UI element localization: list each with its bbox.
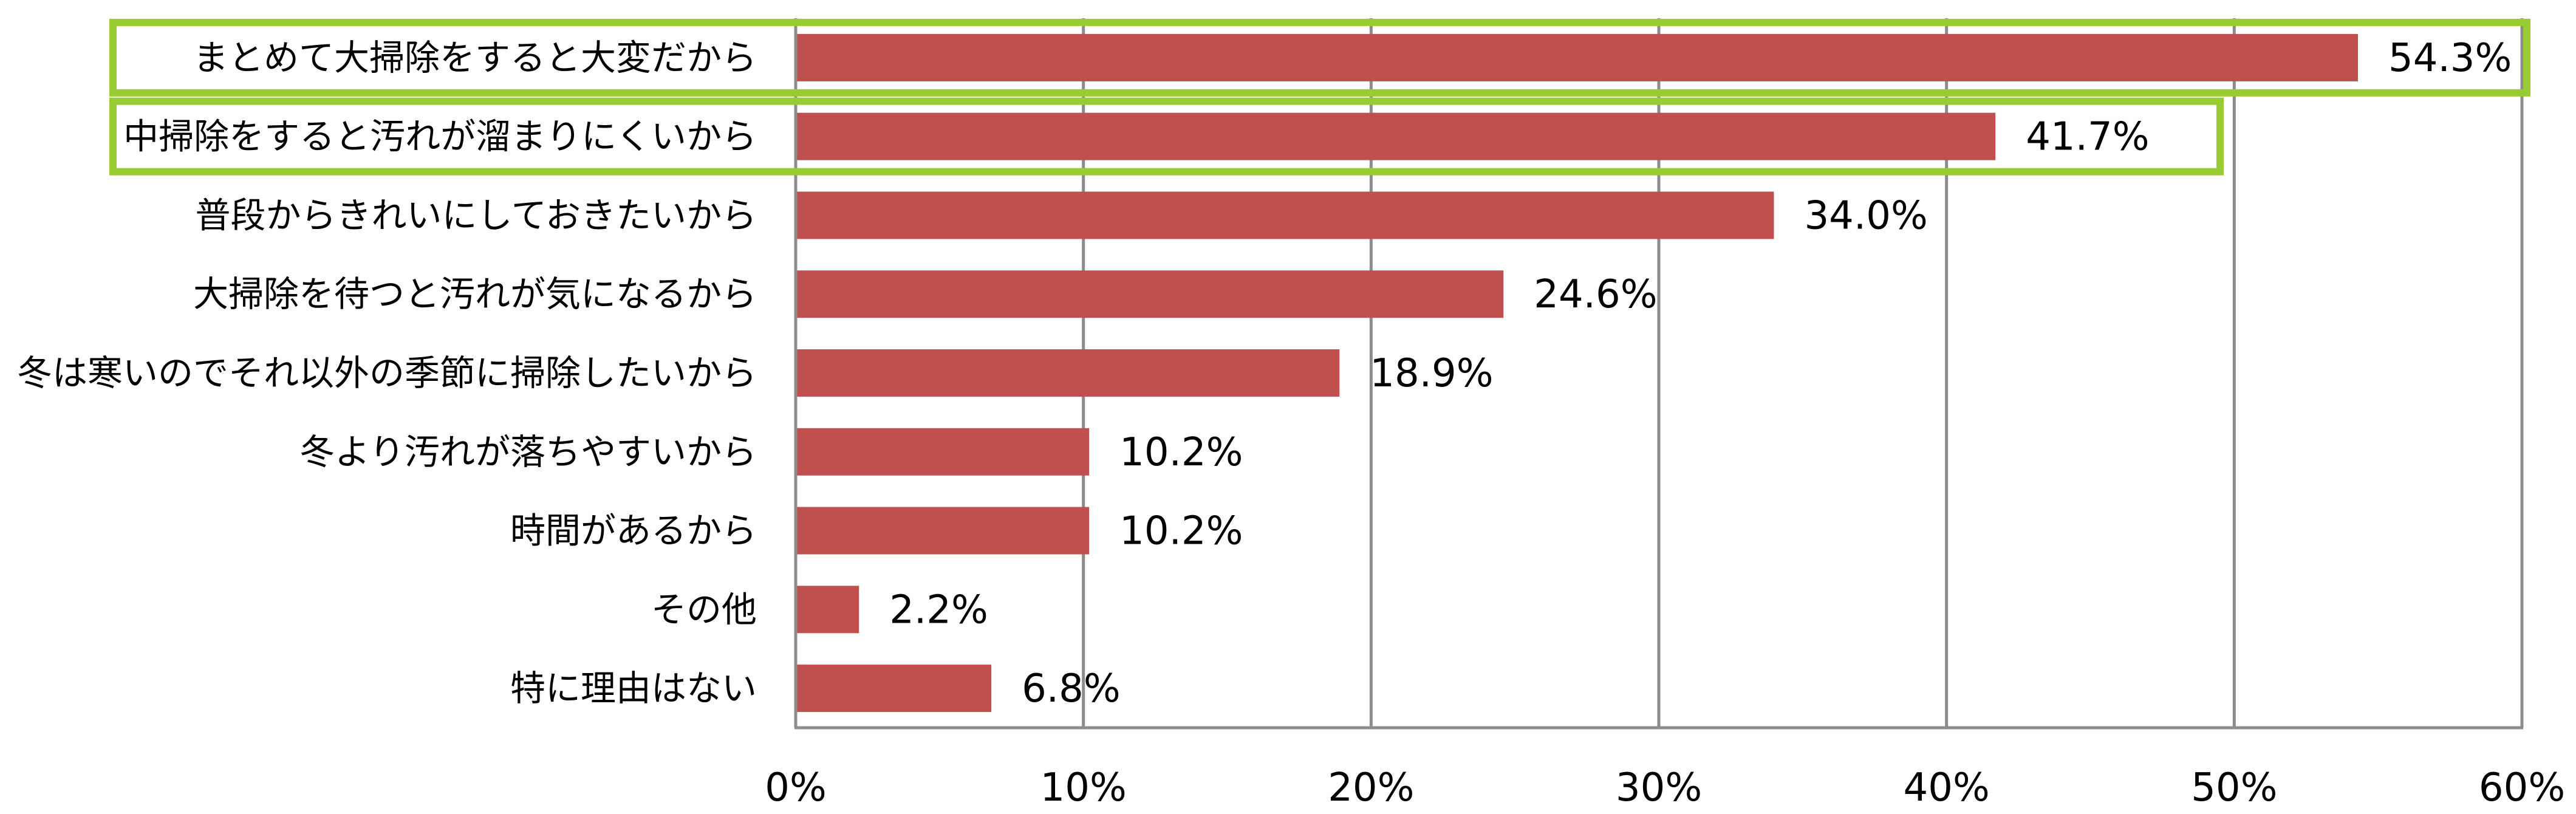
value-label: 6.8% [1022,666,1121,711]
category-label: 時間があるから [510,510,757,552]
value-label: 18.9% [1370,351,1493,396]
axes [794,18,2523,730]
highlight-boxes [109,18,2530,176]
bar [796,349,1340,397]
x-tick-label: 0% [765,765,827,810]
bar [796,428,1090,476]
category-label: 冬は寒いのでそれ以外の季節に掃除したいから [17,352,757,394]
category-label: 冬より汚れが落ちやすいから [299,431,757,473]
value-label: 10.2% [1119,509,1243,554]
category-label: その他 [651,589,757,630]
value-label: 10.2% [1119,430,1243,475]
bars [796,33,2359,713]
x-tick-label: 20% [1328,765,1414,810]
highlight-box [109,97,2224,176]
x-tick-label: 50% [2191,765,2277,810]
bar [796,270,1504,318]
category-label: 特に理由はない [510,668,757,709]
bar [796,507,1090,555]
value-label: 24.6% [1534,272,1657,317]
x-tick-label: 60% [2479,765,2565,810]
bar [796,586,859,634]
x-tick-label: 10% [1040,765,1127,810]
bar [796,112,1996,160]
bar [796,33,2359,81]
value-label: 34.0% [1804,193,1927,238]
category-label: 普段からきれいにしておきたいから [195,194,757,236]
bar [796,665,992,713]
bar [796,191,1774,239]
x-tick-label: 30% [1616,765,1702,810]
category-label: 大掃除を待つと汚れが気になるから [193,273,757,315]
x-tick-label: 40% [1904,765,1990,810]
value-label: 41.7% [2026,115,2149,160]
value-label: 54.3% [2388,36,2512,81]
labels: 0% 10% 20% 30% 40% 50% 60% まとめて大掃除をすると大変だから 54.3… [17,36,2565,810]
category-label: 中掃除をすると汚れが溜まりにくいから [123,116,757,157]
highlight-box [109,18,2530,97]
category-label: まとめて大掃除をすると大変だから [193,37,757,78]
value-label: 2.2% [889,587,988,632]
